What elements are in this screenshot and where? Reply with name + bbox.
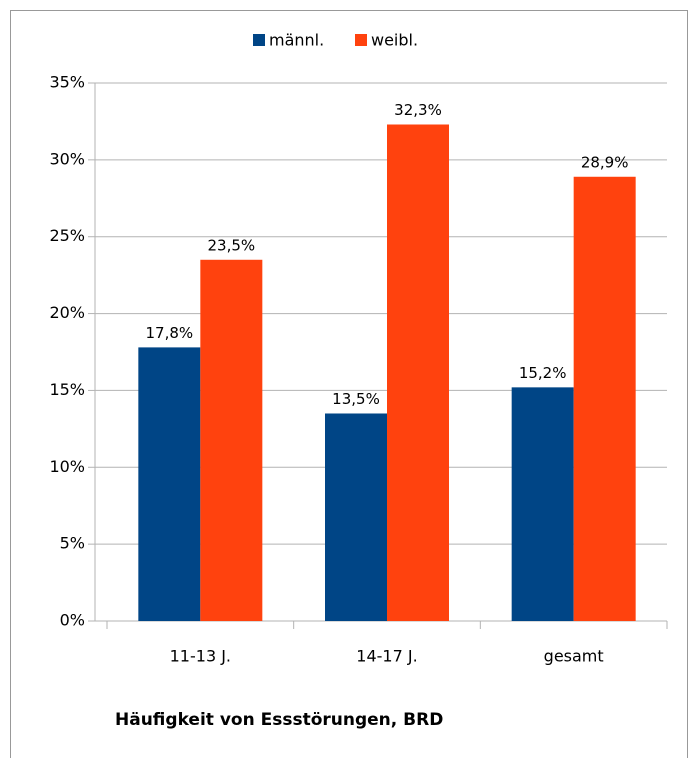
bar: [573, 176, 636, 621]
legend-label: männl.: [269, 31, 324, 50]
value-label: 15,2%: [519, 364, 567, 382]
value-label: 23,5%: [208, 236, 256, 254]
x-tick-label: 14-17 J.: [356, 647, 417, 666]
x-tick-label: gesamt: [544, 647, 604, 666]
y-tick-label: 30%: [49, 149, 85, 168]
value-label: 28,9%: [581, 153, 629, 171]
legend-label: weibl.: [371, 31, 418, 50]
y-tick-label: 25%: [49, 226, 85, 245]
legend-swatch: [253, 34, 265, 46]
bar: [511, 387, 574, 621]
y-tick-label: 10%: [49, 457, 85, 476]
bar: [200, 259, 263, 621]
chart-title: Häufigkeit von Essstörungen, BRD: [115, 710, 443, 730]
value-label: 32,3%: [394, 101, 442, 119]
y-tick-label: 15%: [49, 380, 85, 399]
y-tick-label: 0%: [60, 611, 85, 630]
bar: [387, 124, 449, 621]
y-tick-label: 20%: [49, 303, 85, 322]
value-label: 13,5%: [332, 390, 380, 408]
value-label: 17,8%: [146, 324, 194, 342]
bar: [325, 413, 387, 621]
bar: [138, 347, 201, 621]
y-tick-label: 5%: [60, 534, 85, 553]
y-tick-label: 35%: [49, 73, 85, 92]
x-tick-label: 11-13 J.: [170, 647, 231, 666]
legend-swatch: [355, 34, 367, 46]
